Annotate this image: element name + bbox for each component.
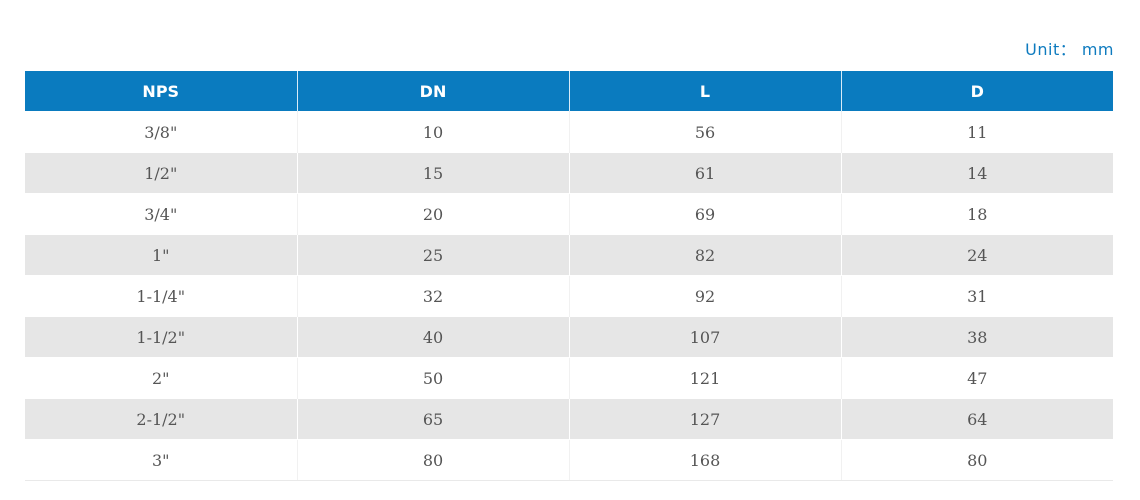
header-dn: DN <box>297 71 570 112</box>
cell-dn: 80 <box>297 439 570 481</box>
header-d: D <box>841 71 1113 112</box>
cell-dn: 15 <box>297 152 570 194</box>
cell-l: 127 <box>569 398 842 440</box>
table-row: 1/2" 15 61 14 <box>25 152 1113 194</box>
cell-l: 69 <box>569 193 842 235</box>
table-row: 3" 80 168 80 <box>25 439 1113 481</box>
cell-d: 38 <box>841 316 1113 358</box>
cell-dn: 32 <box>297 275 570 317</box>
cell-d: 64 <box>841 398 1113 440</box>
header-nps: NPS <box>25 71 298 112</box>
cell-nps: 1-1/4" <box>25 275 298 317</box>
table-row: 1" 25 82 24 <box>25 234 1113 276</box>
cell-dn: 65 <box>297 398 570 440</box>
cell-nps: 2-1/2" <box>25 398 298 440</box>
table-row: 2-1/2" 65 127 64 <box>25 398 1113 440</box>
cell-l: 56 <box>569 111 842 153</box>
table-row: 3/4" 20 69 18 <box>25 193 1113 235</box>
cell-dn: 20 <box>297 193 570 235</box>
cell-nps: 2" <box>25 357 298 399</box>
cell-d: 31 <box>841 275 1113 317</box>
cell-d: 18 <box>841 193 1113 235</box>
cell-d: 14 <box>841 152 1113 194</box>
cell-nps: 3" <box>25 439 298 481</box>
table-row: 1-1/4" 32 92 31 <box>25 275 1113 317</box>
table-header: NPS DN L D <box>25 71 1113 112</box>
cell-l: 82 <box>569 234 842 276</box>
header-row: NPS DN L D <box>25 71 1113 112</box>
cell-nps: 1" <box>25 234 298 276</box>
cell-l: 168 <box>569 439 842 481</box>
cell-nps: 3/4" <box>25 193 298 235</box>
cell-l: 107 <box>569 316 842 358</box>
table-body: 3/8" 10 56 11 1/2" 15 61 14 3/4" 20 69 1… <box>25 111 1113 481</box>
cell-l: 61 <box>569 152 842 194</box>
cell-dn: 25 <box>297 234 570 276</box>
dimension-table: NPS DN L D 3/8" 10 56 11 1/2" 15 61 14 3… <box>25 71 1113 481</box>
cell-d: 11 <box>841 111 1113 153</box>
cell-dn: 40 <box>297 316 570 358</box>
table-row: 2" 50 121 47 <box>25 357 1113 399</box>
dimension-table-container: NPS DN L D 3/8" 10 56 11 1/2" 15 61 14 3… <box>25 71 1113 481</box>
table-row: 1-1/2" 40 107 38 <box>25 316 1113 358</box>
cell-d: 24 <box>841 234 1113 276</box>
cell-nps: 1-1/2" <box>25 316 298 358</box>
cell-nps: 1/2" <box>25 152 298 194</box>
unit-label: Unit： mm <box>1025 40 1114 59</box>
table-row: 3/8" 10 56 11 <box>25 111 1113 153</box>
cell-nps: 3/8" <box>25 111 298 153</box>
cell-l: 92 <box>569 275 842 317</box>
cell-d: 80 <box>841 439 1113 481</box>
cell-dn: 50 <box>297 357 570 399</box>
cell-d: 47 <box>841 357 1113 399</box>
cell-l: 121 <box>569 357 842 399</box>
header-l: L <box>569 71 842 112</box>
cell-dn: 10 <box>297 111 570 153</box>
